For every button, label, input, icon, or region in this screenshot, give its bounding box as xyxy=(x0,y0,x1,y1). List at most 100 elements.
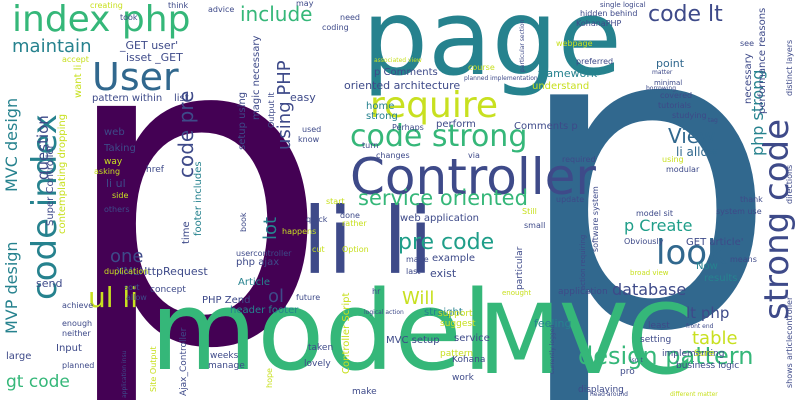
cloud-word: may xyxy=(296,0,314,8)
cloud-word: example xyxy=(432,253,476,264)
cloud-word: different matter xyxy=(670,391,718,398)
cloud-word: distinct layers xyxy=(785,39,794,96)
cloud-word: code lt xyxy=(648,2,723,27)
cloud-word: using xyxy=(662,155,684,164)
cloud-word: directions xyxy=(785,164,794,204)
cloud-word: support xyxy=(438,309,473,319)
cloud-word: concept xyxy=(150,285,186,295)
cloud-word: achieve xyxy=(62,301,94,310)
cloud-word: MVC setup xyxy=(386,335,440,346)
cloud-word: time xyxy=(181,221,192,244)
cloud-word: Taking xyxy=(104,143,136,154)
cloud-word: happens xyxy=(282,227,317,236)
cloud-word: lot xyxy=(260,216,281,240)
cloud-word: tag xyxy=(708,117,718,124)
cloud-word: p xyxy=(58,0,331,400)
cloud-word: pattern within xyxy=(92,93,163,104)
cloud-word: results xyxy=(704,273,738,284)
cloud-word: p Create xyxy=(624,216,693,235)
cloud-word: application insu xyxy=(121,350,128,398)
cloud-word: magic necessary xyxy=(251,35,262,120)
cloud-word: Article xyxy=(238,277,271,288)
cloud-word: suggest xyxy=(440,319,476,329)
cloud-word: system use xyxy=(716,207,762,216)
cloud-word: Perhaps xyxy=(392,123,424,132)
cloud-word: know xyxy=(298,135,320,144)
cloud-word: made xyxy=(406,255,429,264)
cloud-word: articlecontroller xyxy=(785,296,794,360)
cloud-word: last xyxy=(406,267,421,276)
cloud-word: list xyxy=(174,93,189,104)
cloud-word: modular xyxy=(666,165,700,174)
cloud-word: understand xyxy=(532,81,590,92)
cloud-word: model sit xyxy=(636,209,673,218)
cloud-word: side xyxy=(112,191,129,200)
cloud-word: shows xyxy=(785,363,794,388)
cloud-word: gt code xyxy=(6,372,70,392)
cloud-word: oriented architecture xyxy=(344,79,461,92)
cloud-word: think xyxy=(168,1,189,10)
cloud-word: associated view xyxy=(374,57,422,64)
cloud-word: via xyxy=(468,151,480,160)
cloud-word: minimal xyxy=(654,79,683,87)
cloud-word: send xyxy=(36,277,63,290)
cloud-word: using PHP xyxy=(274,60,295,150)
cloud-word: front end xyxy=(686,323,714,330)
cloud-word: li allow xyxy=(676,145,718,159)
cloud-word: usercontroller xyxy=(236,249,292,258)
cloud-word: rather xyxy=(342,219,367,228)
cloud-word: way xyxy=(104,157,123,167)
cloud-word: planned implementation xyxy=(464,75,538,82)
cloud-word: PHP Zend xyxy=(202,295,251,306)
cloud-word: pattern xyxy=(440,349,474,359)
cloud-word: required xyxy=(562,155,596,164)
cloud-word: design pattern xyxy=(578,342,754,370)
cloud-word: large xyxy=(6,351,32,362)
cloud-word: creating xyxy=(90,1,123,10)
cloud-word: li li xyxy=(302,188,434,295)
cloud-word: Kohana xyxy=(452,355,486,365)
cloud-word: covered xyxy=(660,91,693,100)
cloud-word: done xyxy=(340,211,360,220)
cloud-word: work xyxy=(452,373,474,383)
cloud-word: li ul xyxy=(106,177,126,190)
cloud-word: head around xyxy=(590,391,628,398)
cloud-word: need xyxy=(340,13,360,22)
cloud-word: hr xyxy=(372,287,381,296)
cloud-word: small xyxy=(524,221,546,230)
cloud-word: database xyxy=(612,280,687,299)
cloud-word: contemplating dropping xyxy=(57,113,68,234)
cloud-word: software system xyxy=(591,186,600,252)
cloud-word: GET article' xyxy=(686,237,744,248)
cloud-word: setup using xyxy=(237,91,248,150)
cloud-word: look xyxy=(656,233,727,273)
cloud-word: MVC design xyxy=(2,97,21,192)
cloud-word: single logical xyxy=(600,1,646,9)
cloud-word: want li xyxy=(73,64,84,98)
cloud-word: lovely xyxy=(304,359,331,369)
cloud-word: one xyxy=(110,246,144,267)
cloud-word: home xyxy=(366,101,395,112)
cloud-word: hidden behind xyxy=(580,9,638,18)
cloud-word: course xyxy=(468,63,495,72)
cloud-word: header footer xyxy=(230,305,299,316)
cloud-word: Super Controller xyxy=(45,144,56,226)
cloud-word: table xyxy=(692,328,738,349)
cloud-word: particular xyxy=(515,246,525,290)
cloud-word: means xyxy=(730,255,757,264)
cloud-word: Controller xyxy=(350,148,596,206)
cloud-word: duplication xyxy=(104,267,149,276)
cloud-word: setting xyxy=(640,335,672,345)
cloud-word: turn xyxy=(362,141,379,150)
cloud-word: start xyxy=(326,197,345,206)
cloud-word: Still xyxy=(522,207,537,216)
cloud-word: hope xyxy=(265,368,274,388)
cloud-word: page xyxy=(362,0,622,99)
cloud-word: ol xyxy=(268,286,285,307)
cloud-word: lt php xyxy=(686,304,730,322)
cloud-word: MVP design xyxy=(2,241,21,334)
cloud-word: update xyxy=(556,195,585,204)
cloud-word: Now xyxy=(696,261,718,272)
cloud-word: webpage xyxy=(556,39,593,48)
